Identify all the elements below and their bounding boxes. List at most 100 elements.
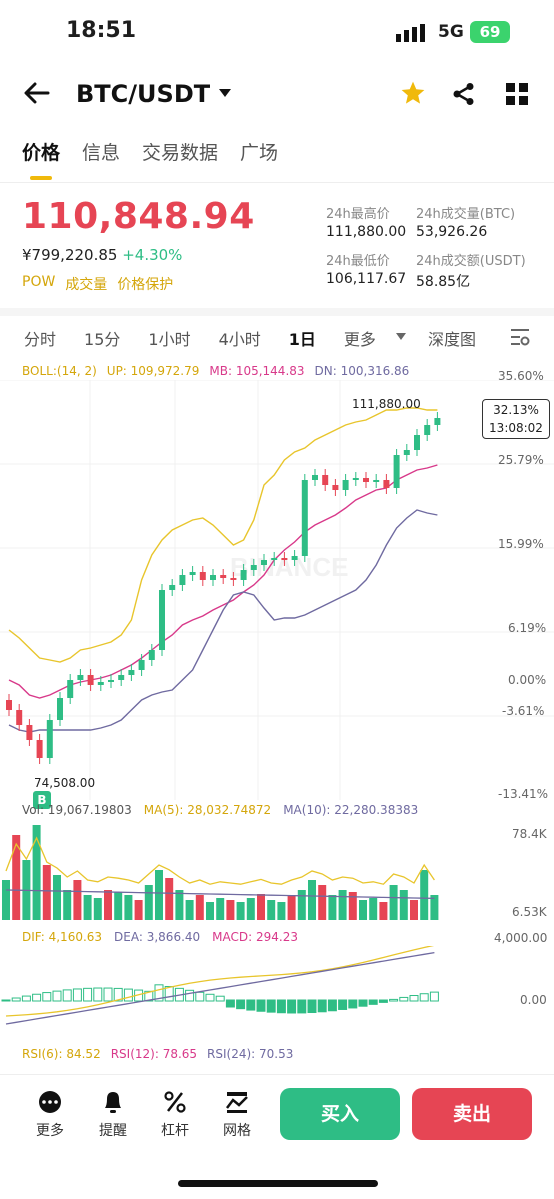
volume-bar (144, 885, 153, 920)
volume-ma10: MA(10): 22,280.38383 (283, 803, 419, 817)
candle (250, 565, 257, 570)
vol-usdt-value: 58.85亿 (416, 274, 471, 290)
interval-1h[interactable]: 1小时 (148, 330, 191, 349)
more-button[interactable]: 更多 (28, 1090, 72, 1140)
axis-label: 0.00% (508, 673, 547, 687)
macd-bar (338, 999, 348, 1010)
volume-bar (134, 900, 143, 920)
tab-trading-data[interactable]: 交易数据 (142, 142, 219, 164)
boll-mb: MB: 105,144.83 (209, 364, 305, 378)
alert-button[interactable]: 提醒 (91, 1090, 135, 1140)
interval-time[interactable]: 分时 (24, 330, 57, 349)
macd-bar (195, 991, 205, 1002)
axis-label: 15.99% (498, 537, 544, 551)
star-icon[interactable] (400, 80, 426, 106)
macd-bar (419, 993, 429, 1002)
volume-bar (104, 890, 112, 920)
tag-list: POW 成交量 价格保护 (22, 274, 173, 294)
macd-bar (225, 999, 235, 1008)
more-label: 更多 (36, 1123, 64, 1139)
volume-ma5: MA(5): 28,032.74872 (143, 803, 272, 817)
tab-info[interactable]: 信息 (82, 142, 121, 164)
axis-label: 35.60% (498, 369, 544, 383)
tag-volume[interactable]: 成交量 (65, 277, 108, 293)
macd-bar (266, 999, 276, 1013)
last-price: 110,848.94 (22, 196, 255, 237)
tag-price-protect[interactable]: 价格保护 (117, 277, 174, 293)
buy-marker[interactable]: B (33, 791, 51, 809)
candlestick-chart[interactable]: BINANCE (0, 380, 554, 800)
volume-bar (267, 900, 276, 920)
volume-bar (287, 895, 296, 920)
volume-bar (389, 885, 398, 920)
share-icon[interactable] (452, 82, 476, 106)
price-sub: ¥799,220.85 +4.30% (22, 246, 182, 264)
change-percent: +4.30% (122, 246, 183, 264)
more-icon (39, 1091, 61, 1113)
volume-bar (185, 900, 194, 920)
axis-label: -13.41% (498, 787, 549, 801)
axis-label: 25.79% (498, 453, 544, 467)
boll-up: UP: 109,972.79 (106, 364, 200, 378)
macd-bar (42, 992, 52, 1002)
svg-text:BINANCE: BINANCE (230, 552, 348, 582)
grid-menu-icon[interactable] (506, 83, 528, 105)
volume-chart (2, 825, 439, 920)
volume-bar (430, 895, 439, 920)
macd-value: MACD: 294.23 (212, 930, 298, 944)
tag-pow[interactable]: POW (22, 274, 56, 290)
macd-bar (368, 999, 378, 1005)
depth-chart-tab[interactable]: 深度图 (428, 330, 477, 349)
tab-price[interactable]: 价格 (22, 142, 61, 164)
candle (97, 682, 104, 685)
macd-bar (113, 987, 123, 1002)
macd-bar (358, 999, 368, 1007)
volume-bar (195, 895, 204, 920)
macd-bar (429, 991, 439, 1002)
battery-icon: 69 (470, 21, 510, 43)
volume-bar (124, 895, 133, 920)
volume-bar (379, 902, 388, 920)
macd-bar (256, 999, 266, 1012)
tab-square[interactable]: 广场 (240, 142, 279, 164)
interval-more[interactable]: 更多 (343, 330, 376, 349)
low-marker: 74,508.00 (34, 776, 96, 790)
macd-bar (72, 988, 82, 1002)
caret-down-icon[interactable] (218, 88, 232, 98)
macd-bar (348, 999, 358, 1009)
candle (230, 578, 237, 580)
interval-1d[interactable]: 1日 (288, 330, 316, 349)
volume-bar (308, 880, 316, 920)
volume-bar (246, 898, 255, 920)
volume-bar (338, 890, 347, 920)
leverage-button[interactable]: 杠杆 (153, 1090, 197, 1140)
home-indicator (178, 1180, 378, 1187)
candle (414, 435, 420, 450)
chart-settings-icon[interactable] (510, 328, 530, 346)
candle (26, 725, 33, 740)
volume-axis-top: 78.4K (512, 827, 547, 841)
candle (291, 556, 298, 560)
back-arrow-icon[interactable] (24, 82, 50, 104)
macd-bar (154, 984, 164, 1002)
interval-15m[interactable]: 15分 (84, 330, 121, 349)
candle (403, 450, 410, 455)
pair-title[interactable]: BTC/USDT (76, 80, 211, 108)
volume-bar (226, 900, 235, 920)
volume-bar (257, 894, 265, 920)
candle (128, 670, 135, 675)
candle (210, 575, 216, 580)
macd-bar (185, 989, 195, 1002)
buy-button[interactable]: 买入 (280, 1088, 400, 1140)
volume-bar (53, 875, 61, 920)
macd-chart (1, 946, 439, 1025)
grid-button[interactable]: 网格 (215, 1090, 259, 1140)
caret-down-icon[interactable] (396, 333, 406, 341)
volume-bar (297, 890, 306, 920)
sell-button[interactable]: 卖出 (412, 1088, 532, 1140)
interval-4h[interactable]: 4小时 (218, 330, 261, 349)
candle (46, 720, 53, 758)
volume-bar (42, 865, 51, 920)
macd-bar (123, 988, 133, 1002)
volume-bar (420, 870, 429, 920)
